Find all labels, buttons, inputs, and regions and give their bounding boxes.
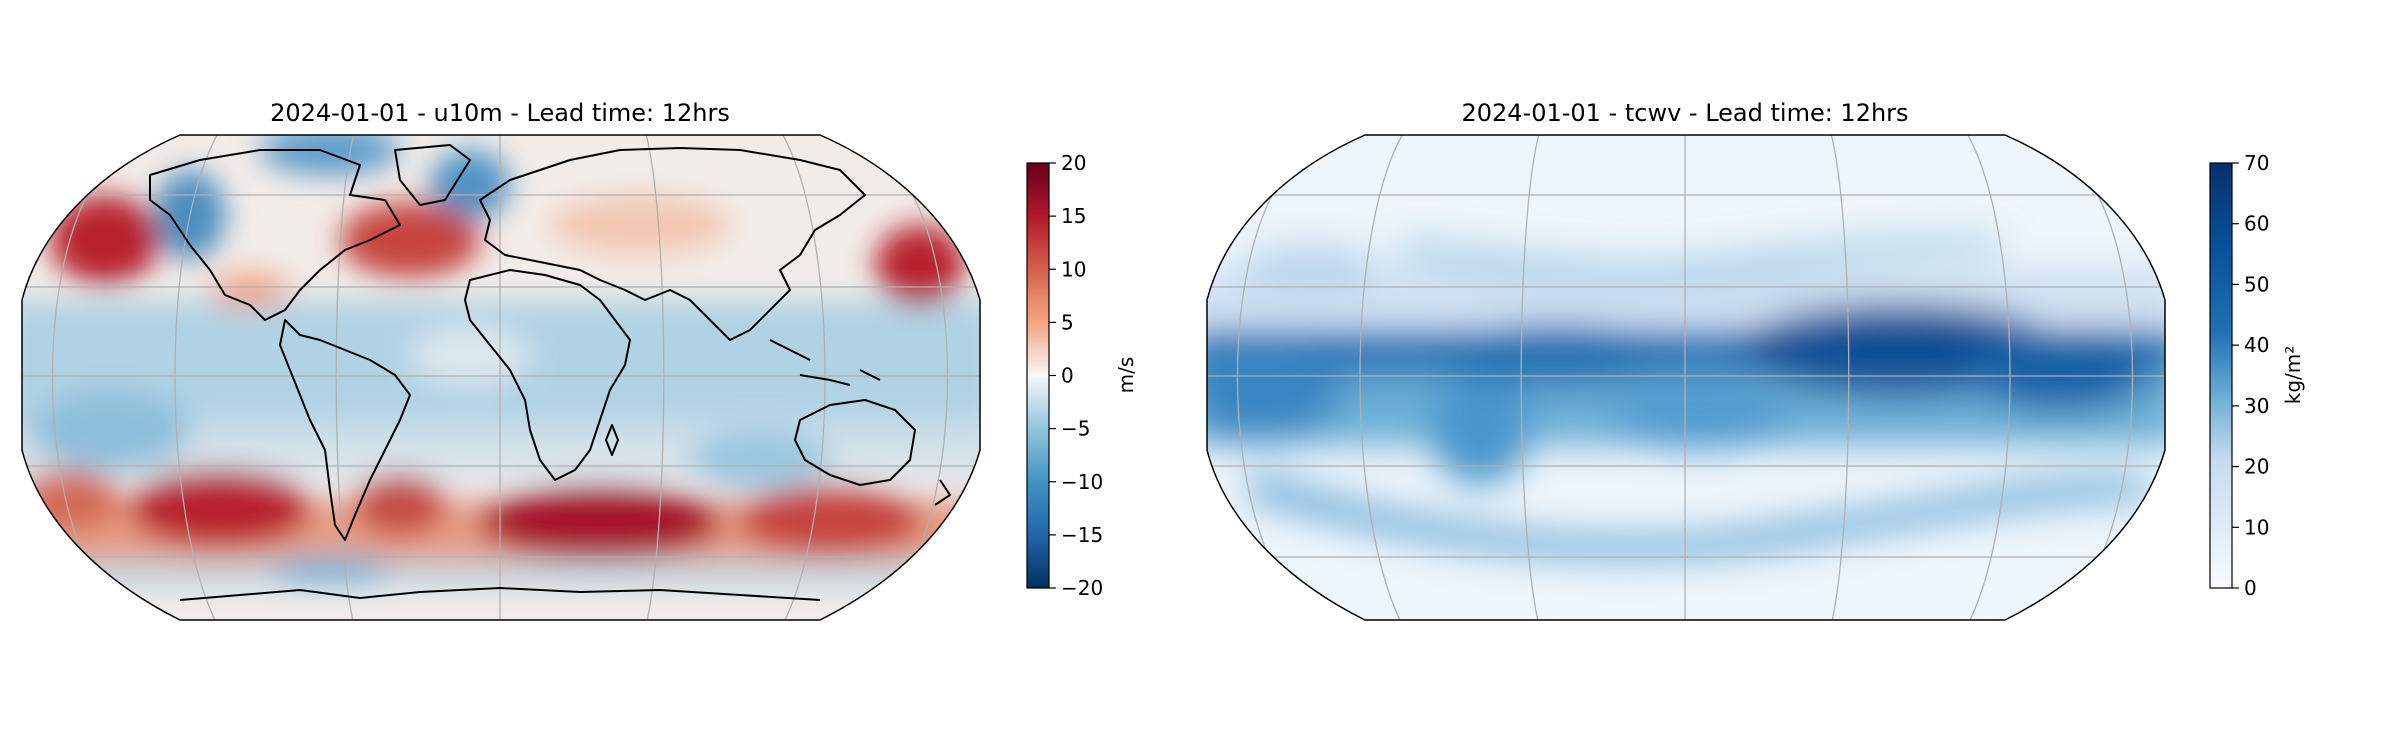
map-frame: [1206, 134, 2166, 621]
graticule: [22, 135, 980, 620]
colorbar-ticks: 70 60 50 40 30 20 10 0: [2232, 151, 2269, 600]
colorbar-tick-label: 20: [2244, 455, 2269, 479]
map-panel-tcwv: 2024-01-01 - tcwv - Lead time: 12hrs: [1206, 99, 2305, 621]
colorbar-tick-label: 70: [2244, 151, 2269, 175]
graticule: [1207, 135, 2165, 620]
colorbar-unit-label: m/s: [1114, 357, 1138, 394]
colorbar-tick-label: −15: [1061, 523, 1103, 547]
colorbar-tick-label: 0: [1061, 364, 1074, 388]
tcwv-field: [1207, 135, 2165, 620]
map-panel-u10m: 2024-01-01 - u10m - Lead time: 12hrs: [21, 99, 1138, 621]
colorbar-u10m: 20 15 10 5 0 −5 −10 −15 −20 m/s: [1026, 151, 1138, 600]
colorbar-gradient: [2209, 162, 2233, 589]
colorbar-tick-label: 40: [2244, 333, 2269, 357]
colorbar-tick-label: 20: [1061, 151, 1086, 175]
colorbar-tick-label: 60: [2244, 212, 2269, 236]
colorbar-tcwv: 70 60 50 40 30 20 10 0 kg/m²: [2209, 151, 2305, 600]
map-frame: [21, 134, 981, 621]
colorbar-unit-label: kg/m²: [2281, 346, 2305, 405]
colorbar-tick-label: −10: [1061, 470, 1103, 494]
colorbar-tick-label: 30: [2244, 394, 2269, 418]
coastlines: [149, 144, 951, 601]
colorbar-gradient: [1026, 162, 1050, 589]
map-title: 2024-01-01 - tcwv - Lead time: 12hrs: [1461, 99, 1908, 127]
colorbar-ticks: 20 15 10 5 0 −5 −10 −15 −20: [1049, 151, 1103, 600]
colorbar-tick-label: 10: [1061, 257, 1086, 281]
colorbar-tick-label: −20: [1061, 576, 1103, 600]
colorbar-tick-label: −5: [1061, 417, 1090, 441]
colorbar-tick-label: 50: [2244, 272, 2269, 296]
colorbar-tick-label: 0: [2244, 576, 2257, 600]
colorbar-tick-label: 5: [1061, 310, 1074, 334]
colorbar-tick-label: 10: [2244, 515, 2269, 539]
colorbar-tick-label: 15: [1061, 204, 1086, 228]
map-title: 2024-01-01 - u10m - Lead time: 12hrs: [270, 99, 730, 127]
